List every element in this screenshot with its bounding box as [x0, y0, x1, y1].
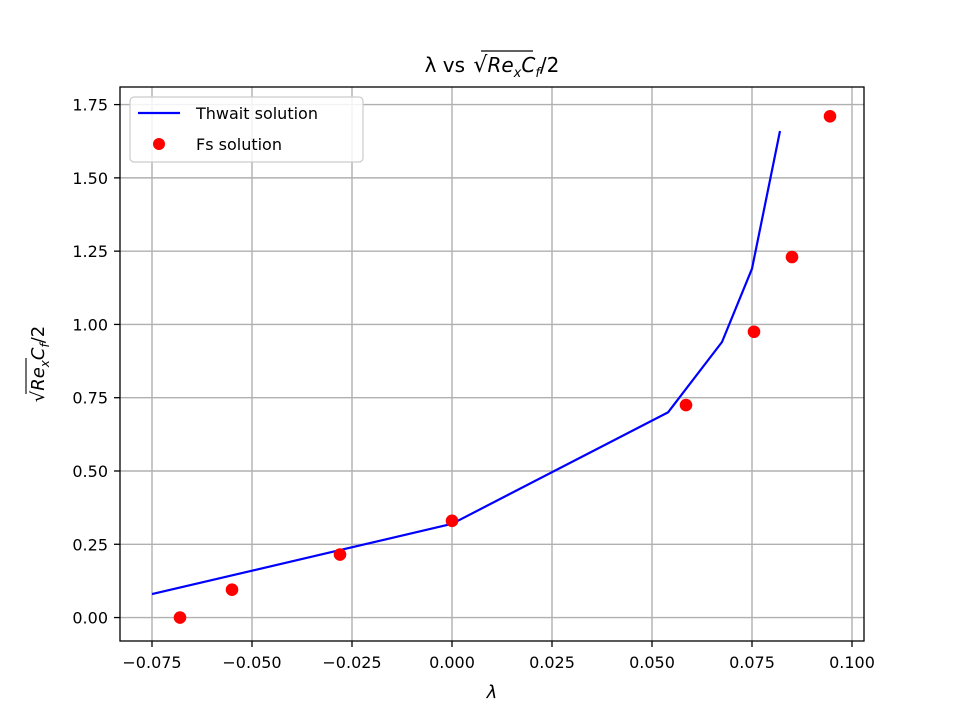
data-point-fs: [445, 514, 459, 528]
y-tick-label: 1.25: [72, 242, 108, 261]
x-axis-label: λ: [486, 682, 498, 703]
data-point-fs: [173, 611, 187, 624]
x-tick-label: 0.075: [729, 653, 775, 672]
svg-text:√RexCf/2: √RexCf/2: [28, 326, 52, 403]
ticks: −0.075 −0.050 −0.025 0.000 0.025 0.050 0.075 0.…: [72, 96, 875, 672]
chart-title: λ vs √RexCf/2: [425, 53, 560, 81]
data-point-fs: [333, 548, 347, 561]
legend: Thwait solution Fs solution: [129, 96, 364, 163]
y-tick-label: 0.75: [72, 389, 108, 408]
y-tick-label: 0.50: [72, 462, 108, 481]
data-point-fs: [747, 325, 761, 339]
legend-label-scatter: Fs solution: [196, 135, 282, 154]
y-tick-label: 1.50: [72, 169, 108, 188]
x-tick-label: 0.000: [429, 653, 475, 672]
x-tick-label: −0.075: [122, 653, 181, 672]
data-point-fs: [823, 110, 837, 123]
data-point-fs: [679, 398, 693, 412]
y-tick-label: 1.75: [72, 96, 108, 115]
x-tick-label: 0.025: [529, 653, 575, 672]
legend-box: [129, 96, 364, 163]
y-tick-label: 0.00: [72, 609, 108, 628]
x-tick-label: −0.025: [322, 653, 381, 672]
legend-marker-swatch: [153, 138, 165, 150]
plot-frame: [119, 86, 865, 642]
data-point-fs: [225, 583, 239, 597]
x-tick-label: 0.100: [829, 653, 875, 672]
y-tick-label: 1.00: [72, 315, 108, 334]
grid: [120, 87, 864, 641]
plot-series: [151, 110, 837, 624]
x-tick-label: 0.050: [629, 653, 675, 672]
y-axis-label: √RexCf/2: [25, 326, 52, 403]
data-point-fs: [785, 250, 799, 264]
x-tick-label: −0.050: [222, 653, 281, 672]
y-tick-label: 0.25: [72, 535, 108, 554]
legend-label-line: Thwait solution: [195, 104, 318, 123]
